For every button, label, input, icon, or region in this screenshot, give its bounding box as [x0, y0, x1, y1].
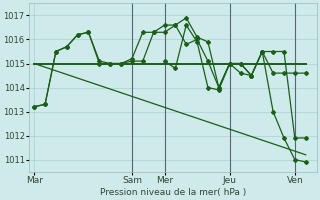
- X-axis label: Pression niveau de la mer( hPa ): Pression niveau de la mer( hPa ): [100, 188, 246, 197]
